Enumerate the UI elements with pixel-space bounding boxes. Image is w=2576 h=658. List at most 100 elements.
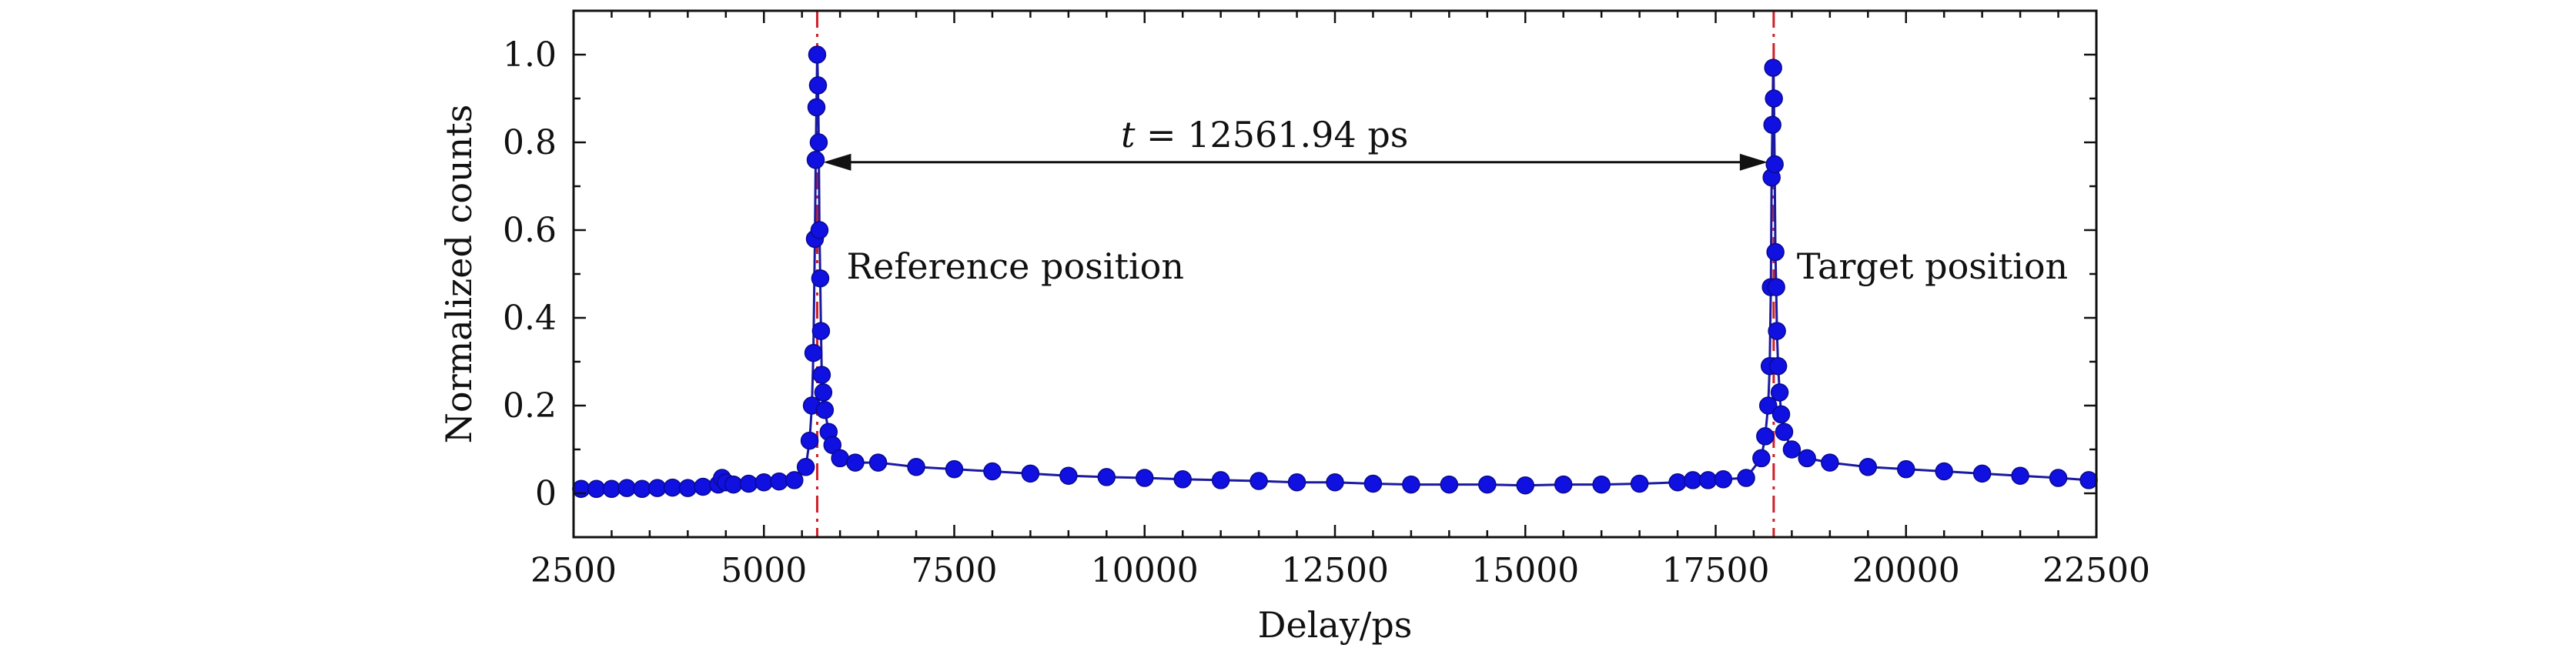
- x-tick-label: 22500: [2042, 551, 2150, 590]
- data-point: [815, 400, 835, 419]
- x-tick-label: 17500: [1662, 551, 1770, 590]
- data-point: [808, 76, 828, 95]
- data-point: [1363, 474, 1383, 493]
- data-point: [1698, 471, 1718, 489]
- x-tick-label: 20000: [1852, 551, 1960, 590]
- data-point: [1630, 474, 1649, 493]
- data-point: [1592, 475, 1611, 494]
- data-point: [1684, 471, 1702, 489]
- data-point: [785, 471, 804, 489]
- data-point: [1782, 440, 1802, 459]
- y-tick-label: 0.8: [503, 123, 557, 162]
- data-point: [945, 459, 964, 479]
- data-point: [811, 322, 831, 340]
- data-point: [1768, 322, 1786, 340]
- data-point: [1516, 476, 1534, 495]
- data-point: [1858, 458, 1878, 476]
- y-tick-label: 0.2: [503, 386, 557, 426]
- data-point: [1763, 115, 1781, 134]
- data-point: [694, 477, 712, 496]
- data-point: [1326, 473, 1344, 492]
- data-point: [663, 478, 682, 497]
- data-point: [1798, 449, 1816, 468]
- data-point: [2011, 466, 2029, 485]
- data-point: [1059, 466, 1078, 485]
- annotations: t = 12561.94 ps Reference position Targe…: [823, 114, 2068, 287]
- data-point: [846, 453, 865, 472]
- data-point: [1897, 459, 1915, 479]
- data-point: [617, 479, 636, 497]
- y-tick-label: 0: [535, 474, 557, 513]
- x-tick-label: 15000: [1471, 551, 1579, 590]
- data-point: [810, 221, 829, 239]
- data-point: [587, 479, 606, 499]
- arrow-head-left: [823, 153, 851, 171]
- data-point: [1173, 470, 1192, 489]
- data-point: [1775, 423, 1794, 441]
- data-point: [809, 133, 828, 152]
- data-point: [1440, 475, 1459, 494]
- x-tick-label: 7500: [912, 551, 998, 590]
- data-point: [2079, 471, 2098, 489]
- axis-ticks: 2500 5000 7500 10000 12500 15000 17500 20000 225…: [503, 9, 2150, 590]
- data-point: [812, 366, 831, 384]
- data-point: [796, 458, 815, 476]
- data-point: [1935, 462, 1953, 481]
- y-tick-label: 0.6: [503, 211, 557, 250]
- data-point: [1097, 468, 1116, 486]
- data-point: [907, 458, 925, 476]
- data-point: [807, 98, 826, 117]
- target-position-label: Target position: [1797, 245, 2068, 287]
- data-point: [806, 151, 825, 169]
- data-point: [800, 431, 819, 450]
- data-point: [678, 479, 698, 497]
- data-point: [1770, 383, 1789, 402]
- data-point: [602, 479, 621, 499]
- data-point: [1821, 453, 1839, 472]
- data-point: [1554, 475, 1573, 494]
- data-point: [1765, 89, 1783, 108]
- data-point: [804, 343, 823, 362]
- data-point: [1756, 427, 1775, 446]
- reference-position-label: Reference position: [846, 245, 1184, 287]
- x-axis-label: Delay/ps: [1258, 604, 1413, 646]
- x-tick-label: 12500: [1281, 551, 1389, 590]
- y-tick-label: 0.4: [503, 299, 557, 338]
- data-point: [1764, 58, 1782, 77]
- data-point: [633, 479, 651, 499]
- arrow-label: t = 12561.94 ps: [1121, 114, 1408, 155]
- data-point: [1758, 396, 1778, 415]
- data-point: [1478, 475, 1497, 494]
- y-tick-label: 1.0: [503, 35, 557, 75]
- data-point: [1767, 278, 1785, 296]
- data-point: [1752, 449, 1771, 468]
- data-series: [572, 45, 2098, 499]
- data-point: [808, 45, 827, 64]
- data-point: [1766, 242, 1785, 262]
- data-point: [1771, 405, 1791, 424]
- data-point: [1211, 471, 1230, 489]
- data-point: [983, 462, 1002, 481]
- data-point: [1136, 469, 1154, 487]
- data-point: [572, 479, 590, 499]
- y-axis-label: Normalized counts: [438, 105, 480, 444]
- data-point: [1714, 470, 1733, 489]
- data-point: [1765, 155, 1784, 174]
- data-point: [1021, 464, 1040, 483]
- data-point: [770, 472, 788, 491]
- data-point: [1768, 356, 1788, 376]
- data-point: [868, 453, 888, 472]
- data-point: [1737, 469, 1755, 487]
- x-tick-label: 5000: [721, 551, 807, 590]
- data-point: [2049, 469, 2068, 487]
- data-point: [1287, 473, 1306, 492]
- data-point: [739, 474, 758, 493]
- data-point: [1972, 464, 1992, 483]
- data-point: [1402, 475, 1420, 494]
- data-point: [648, 479, 667, 497]
- data-point: [1668, 473, 1687, 492]
- arrow-head-right: [1739, 153, 1768, 171]
- x-tick-label: 10000: [1091, 551, 1199, 590]
